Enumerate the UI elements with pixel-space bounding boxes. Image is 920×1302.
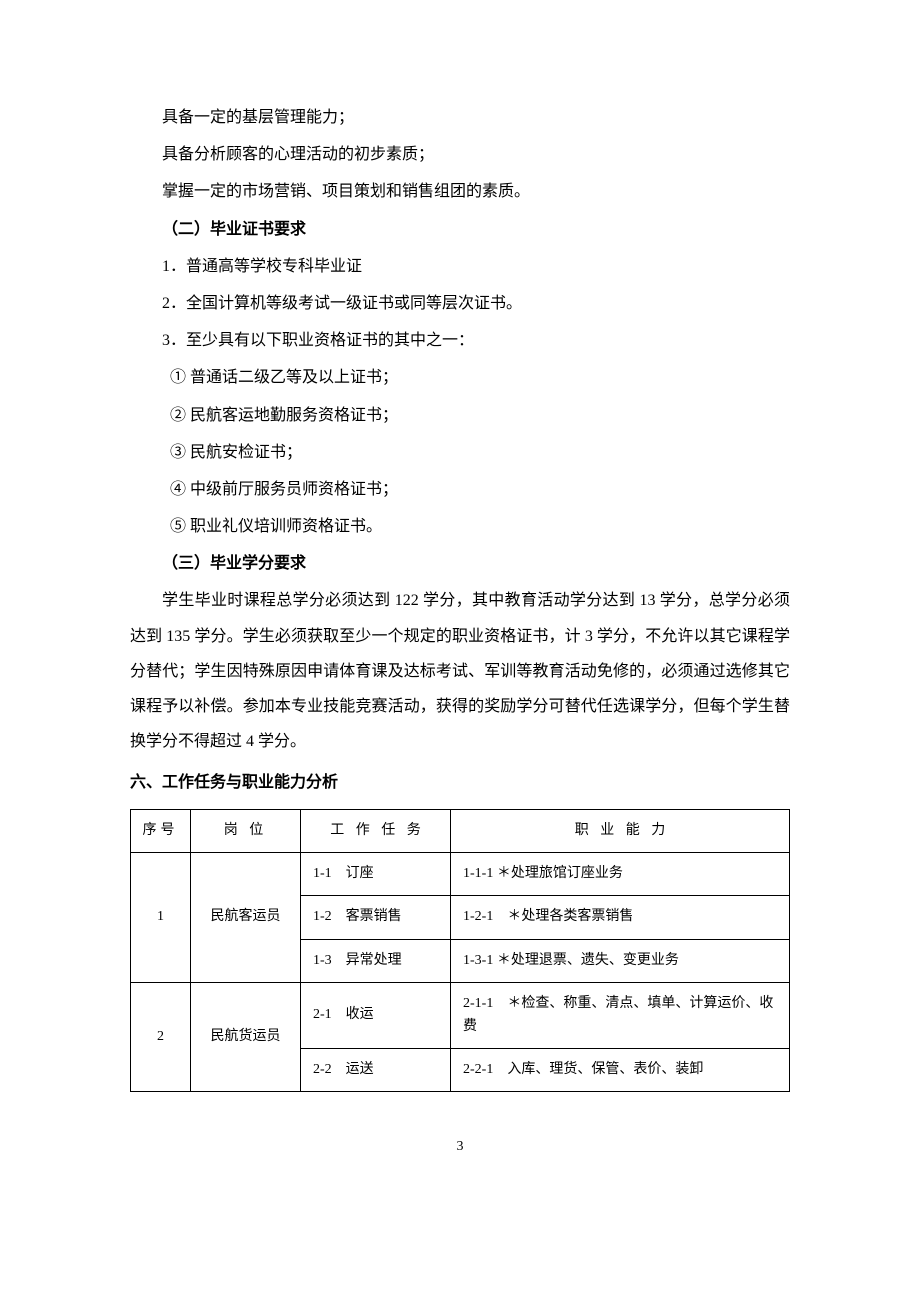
section-2-circled-4: ④ 中级前厅服务员师资格证书；: [130, 472, 790, 507]
cell-seq-2: 2: [131, 983, 191, 1092]
section-2-item-3: 3．至少具有以下职业资格证书的其中之一：: [130, 323, 790, 358]
section-6-heading: 六、工作任务与职业能力分析: [130, 765, 790, 800]
intro-line-3: 掌握一定的市场营销、项目策划和销售组团的素质。: [130, 174, 790, 209]
task-ability-table: 序号 岗 位 工 作 任 务 职 业 能 力 1 民航客运员 1-1 订座 1-…: [130, 809, 790, 1093]
cell-position-1: 民航客运员: [191, 852, 301, 982]
cell-task-1-3: 1-3 异常处理: [301, 939, 451, 982]
table-header-row: 序号 岗 位 工 作 任 务 职 业 能 力: [131, 809, 790, 852]
page-number: 3: [130, 1132, 790, 1163]
cell-task-2-2: 2-2 运送: [301, 1048, 451, 1091]
table-row: 2 民航货运员 2-1 收运 2-1-1 ＊检查、称重、清点、填单、计算运价、收…: [131, 983, 790, 1049]
section-2-circled-1: ① 普通话二级乙等及以上证书；: [130, 360, 790, 395]
cell-ability-1-1: 1-1-1 ＊处理旅馆订座业务: [451, 852, 790, 895]
cell-ability-2-2: 2-2-1 入库、理货、保管、表价、装卸: [451, 1048, 790, 1091]
section-2-heading: （二）毕业证书要求: [130, 212, 790, 247]
table-header-ability: 职 业 能 力: [451, 809, 790, 852]
intro-line-2: 具备分析顾客的心理活动的初步素质；: [130, 137, 790, 172]
section-2-item-1: 1．普通高等学校专科毕业证: [130, 249, 790, 284]
section-2-circled-5: ⑤ 职业礼仪培训师资格证书。: [130, 509, 790, 544]
section-3-heading: （三）毕业学分要求: [130, 546, 790, 581]
cell-seq-1: 1: [131, 852, 191, 982]
cell-ability-1-3: 1-3-1 ＊处理退票、遗失、变更业务: [451, 939, 790, 982]
table-header-seq: 序号: [131, 809, 191, 852]
table-header-task: 工 作 任 务: [301, 809, 451, 852]
cell-task-2-1: 2-1 收运: [301, 983, 451, 1049]
section-2-circled-3: ③ 民航安检证书；: [130, 435, 790, 470]
table-header-position: 岗 位: [191, 809, 301, 852]
section-2-circled-2: ② 民航客运地勤服务资格证书；: [130, 398, 790, 433]
cell-ability-1-2: 1-2-1 ＊处理各类客票销售: [451, 896, 790, 939]
section-3-paragraph: 学生毕业时课程总学分必须达到 122 学分，其中教育活动学分达到 13 学分，总…: [130, 583, 790, 759]
table-row: 1 民航客运员 1-1 订座 1-1-1 ＊处理旅馆订座业务: [131, 852, 790, 895]
cell-task-1-2: 1-2 客票销售: [301, 896, 451, 939]
cell-task-1-1: 1-1 订座: [301, 852, 451, 895]
intro-line-1: 具备一定的基层管理能力；: [130, 100, 790, 135]
section-2-item-2: 2．全国计算机等级考试一级证书或同等层次证书。: [130, 286, 790, 321]
cell-position-2: 民航货运员: [191, 983, 301, 1092]
cell-ability-2-1: 2-1-1 ＊检查、称重、清点、填单、计算运价、收费: [451, 983, 790, 1049]
